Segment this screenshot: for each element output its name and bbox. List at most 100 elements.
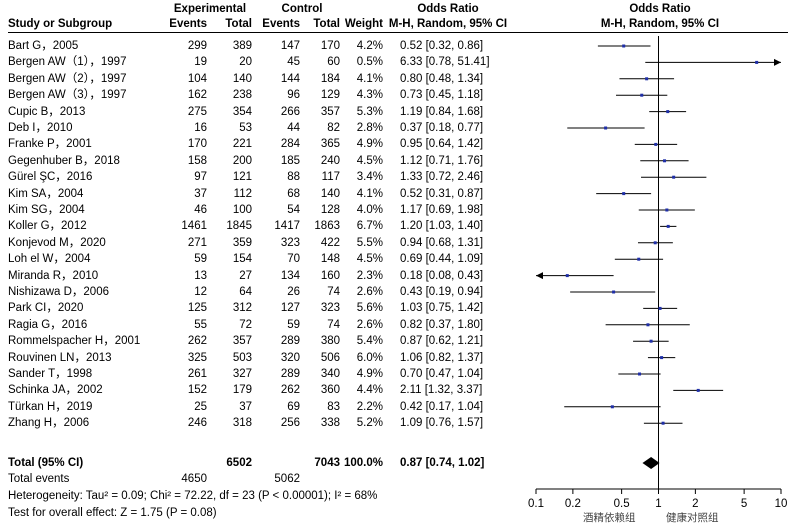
odds-ratio-ci: 2.11 [1.32, 3.37] (400, 384, 483, 397)
point-estimate-marker (645, 77, 649, 81)
study-name: Sander T，1998 (8, 368, 93, 380)
total-control: 1863 (314, 220, 340, 233)
total-experimental: 221 (232, 138, 252, 151)
experimental-group-header: Experimental (173, 3, 247, 15)
total-experimental: 503 (232, 351, 252, 364)
events-control: 134 (280, 269, 300, 282)
events-control: 289 (280, 335, 300, 348)
odds-ratio-ci: 6.33 [0.78, 51.41] (400, 56, 490, 69)
weight: 5.2% (356, 417, 383, 430)
events-control: 284 (280, 138, 300, 151)
total-experimental: 72 (239, 318, 252, 331)
total-events-experimental: 4650 (181, 473, 207, 485)
x-tick-label: 0.5 (614, 498, 630, 510)
point-estimate-marker (653, 241, 657, 245)
total-experimental: 140 (232, 72, 252, 85)
total-control: 160 (320, 269, 340, 282)
total-experimental: 154 (232, 253, 252, 266)
events-control: 96 (287, 89, 300, 102)
point-estimate-marker (658, 306, 662, 310)
study-name: Rommelspacher H，2001 (8, 335, 141, 348)
events-experimental: 1461 (181, 220, 207, 233)
events-experimental: 19 (194, 56, 207, 69)
total-experimental: 27 (239, 269, 252, 282)
weight: 5.6% (356, 302, 383, 315)
x-tick-label: 2 (692, 498, 698, 510)
study-name: Rouvinen LN，2013 (8, 351, 112, 364)
odds-ratio-ci: 1.12 [0.71, 1.76] (400, 154, 484, 167)
header-rule (8, 32, 788, 33)
odds-ratio-ci: 0.42 [0.17, 1.04] (400, 400, 484, 413)
total-experimental: 112 (233, 187, 252, 200)
total-control: 82 (327, 122, 340, 134)
events-experimental: 162 (187, 89, 207, 102)
total-control: 74 (327, 286, 340, 298)
odds-ratio-ci: 0.95 [0.64, 1.42] (400, 138, 484, 151)
point-estimate-marker (660, 356, 664, 360)
odds-ratio-ci: 1.19 [0.84, 1.68] (400, 105, 484, 118)
events-control: 45 (287, 56, 300, 69)
events-control: 144 (280, 72, 300, 85)
total-experimental: 359 (232, 236, 252, 249)
method-table-header: M-H, Random, 95% CI (388, 18, 508, 30)
x-tick-label: 5 (741, 498, 747, 510)
events-experimental: 261 (187, 368, 207, 380)
x-tick-label: 0.1 (528, 498, 544, 510)
total-control: 365 (320, 138, 340, 151)
odds-ratio-table-header: Odds Ratio (417, 3, 479, 15)
weight: 4.5% (356, 154, 383, 167)
study-name: Kim SA，2004 (8, 187, 84, 200)
events-control: 147 (280, 40, 300, 52)
events-experimental: 16 (194, 122, 207, 134)
weight: 4.9% (356, 138, 383, 151)
total-control: 506 (320, 351, 340, 364)
point-estimate-marker (565, 274, 569, 278)
study-name: Koller G，2012 (8, 220, 87, 233)
total-control: 360 (320, 384, 340, 397)
odds-ratio-ci: 0.52 [0.31, 0.87] (400, 187, 484, 200)
point-estimate-marker (663, 159, 667, 163)
study-name: Ragia G，2016 (8, 318, 88, 331)
odds-ratio-ci: 1.33 [0.72, 2.46] (400, 171, 484, 184)
total-experimental: 179 (232, 384, 252, 397)
study-name: Gürel ŞC，2016 (8, 171, 93, 184)
total-ci: 0.87 [0.74, 1.02] (400, 457, 485, 469)
odds-ratio-plot-header: Odds Ratio (629, 3, 691, 15)
point-estimate-marker (649, 339, 653, 343)
total-experimental: 1845 (226, 220, 252, 233)
total-control: 148 (320, 253, 340, 266)
events-experimental: 170 (187, 138, 207, 151)
odds-ratio-ci: 0.80 [0.48, 1.34] (400, 72, 484, 85)
study-name: Konjevod M，2020 (8, 236, 106, 249)
point-estimate-marker (666, 224, 670, 228)
total-experimental: 64 (239, 286, 252, 298)
study-name: Türkan H，2019 (8, 400, 93, 413)
weight: 6.7% (356, 220, 383, 233)
events-control-header: Events (262, 18, 300, 30)
weight: 4.1% (356, 72, 383, 85)
weight: 2.6% (356, 286, 383, 298)
events-experimental: 55 (194, 318, 207, 331)
weight: 3.4% (356, 171, 383, 184)
odds-ratio-ci: 0.87 [0.62, 1.21] (400, 335, 484, 348)
total-experimental: 6502 (226, 457, 252, 469)
events-experimental: 158 (187, 154, 207, 167)
weight: 4.1% (356, 187, 383, 200)
events-experimental: 271 (187, 236, 207, 249)
total-control: 380 (320, 335, 340, 348)
point-estimate-marker (638, 372, 642, 376)
study-name: Deb I，2010 (8, 122, 73, 134)
ci-arrow-left (536, 272, 543, 280)
odds-ratio-ci: 1.06 [0.82, 1.37] (400, 351, 484, 364)
point-estimate-marker (610, 405, 614, 409)
total-control: 323 (320, 302, 340, 315)
total-experimental: 312 (232, 302, 252, 315)
total-events-label: Total events (8, 473, 70, 485)
events-control: 185 (280, 154, 300, 167)
total-experimental: 327 (232, 368, 252, 380)
x-tick-label: 1 (655, 498, 661, 510)
total-control: 340 (320, 368, 340, 380)
events-control: 266 (280, 105, 300, 118)
odds-ratio-ci: 1.03 [0.75, 1.42] (400, 302, 484, 315)
point-estimate-marker (640, 93, 644, 97)
